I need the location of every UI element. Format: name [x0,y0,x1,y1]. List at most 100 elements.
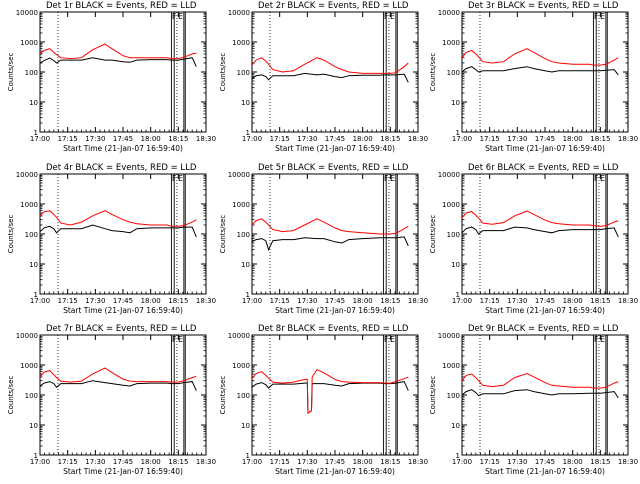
plot-frame [39,173,207,295]
marker-label-f: F [594,12,599,21]
y-axis-label: Counts/sec [429,376,437,415]
y-tick-label: 1000 [232,39,250,47]
x-tick-label: 18:30 [408,135,428,143]
x-axis-label: Start Time (21-Jan-07 16:59:40) [275,144,395,153]
y-tick-label: 10 [29,99,38,107]
y-axis: 1 10 100 1000 10000 [228,332,418,460]
y-tick-label: 10000 [438,171,460,179]
marker-label-e: E [600,335,605,344]
marker-label-f: F [594,335,599,344]
x-tick-label: 17:15 [480,297,500,305]
lld-series-line [251,368,409,415]
y-tick-label: 10 [451,422,460,430]
events-series-line [39,380,197,391]
panel-title: Det 6r BLACK = Events, RED = LLD [468,163,619,173]
events-series-line [251,72,409,83]
x-tick-label: 18:00 [563,297,583,305]
y-tick-label: 1 [246,129,250,137]
x-tick-label: 17:45 [535,458,555,466]
y-tick-label: 100 [447,69,460,77]
y-axis-label: Counts/sec [7,53,15,92]
y-axis-label: Counts/sec [7,215,15,254]
x-axis: 17:00 17:15 17:30 17:45 18:00 18:15 18:30 [30,335,216,466]
y-tick-label: 10000 [16,332,38,340]
marker-label-e: E [390,12,395,21]
x-tick-label: 17:30 [85,135,105,143]
x-tick-label: 17:15 [480,135,500,143]
detector-panel-4: Det 4r BLACK = Events, RED = LLD 1 10 100 10… [7,163,216,315]
detector-panel-8: Det 8r BLACK = Events, RED = LLD 1 10 100 10… [219,324,428,476]
x-tick-label: 18:30 [408,458,428,466]
x-tick-label: 18:30 [618,297,638,305]
detector-panel-6: Det 6r BLACK = Events, RED = LLD 1 10 100 10… [429,163,638,315]
x-tick-label: 17:30 [85,297,105,305]
x-tick-label: 17:00 [452,458,472,466]
x-axis-label: Start Time (21-Jan-07 16:59:40) [63,306,183,315]
y-tick-label: 1000 [20,201,38,209]
lld-series-line [461,210,619,227]
x-tick-label: 18:30 [408,297,428,305]
lld-series-line [39,367,197,383]
y-tick-label: 10 [29,422,38,430]
x-tick-label: 17:30 [297,297,317,305]
plot-frame [39,334,207,456]
lld-series-line [461,372,619,389]
lld-series-line [251,218,409,235]
x-axis: 17:00 17:15 17:30 17:45 18:00 18:15 18:30 [242,174,428,305]
y-tick-label: 1000 [20,39,38,47]
y-tick-label: 1000 [20,362,38,370]
events-series-line [251,381,409,415]
x-tick-label: 17:45 [535,135,555,143]
marker-label-e: E [178,335,183,344]
x-tick-label: 17:30 [297,458,317,466]
x-tick-label: 17:00 [30,297,50,305]
x-tick-label: 18:15 [590,297,610,305]
y-tick-label: 1000 [442,362,460,370]
x-tick-label: 17:45 [535,297,555,305]
detector-panel-9: Det 9r BLACK = Events, RED = LLD 1 10 100 10… [429,324,638,476]
x-tick-label: 17:00 [242,135,262,143]
events-series-line [461,226,619,238]
x-axis: 17:00 17:15 17:30 17:45 18:00 18:15 18:30 [242,335,428,466]
events-series-line [39,224,197,238]
plot-frame [461,334,629,456]
y-tick-label: 1000 [442,39,460,47]
y-axis-label: Counts/sec [219,376,227,415]
y-tick-label: 10 [29,261,38,269]
x-tick-label: 18:30 [196,458,216,466]
x-axis-label: Start Time (21-Jan-07 16:59:40) [485,306,605,315]
x-tick-label: 18:15 [590,458,610,466]
x-tick-label: 18:30 [618,135,638,143]
x-tick-label: 18:00 [141,297,161,305]
detector-panel-3: Det 3r BLACK = Events, RED = LLD 1 10 100 10… [429,1,638,153]
x-tick-label: 17:45 [113,135,133,143]
marker-label-e: E [178,174,183,183]
x-tick-label: 17:15 [480,458,500,466]
x-tick-label: 17:30 [85,458,105,466]
x-tick-label: 18:30 [196,135,216,143]
y-tick-label: 1000 [232,201,250,209]
events-series-line [461,66,619,76]
x-tick-label: 17:00 [452,297,472,305]
y-tick-label: 1 [456,129,460,137]
y-tick-label: 1000 [442,201,460,209]
y-axis-label: Counts/sec [429,215,437,254]
y-tick-label: 100 [25,392,38,400]
x-tick-label: 18:00 [563,135,583,143]
x-axis-label: Start Time (21-Jan-07 16:59:40) [485,467,605,476]
x-tick-label: 17:45 [113,297,133,305]
y-tick-label: 10 [451,261,460,269]
panel-title: Det 9r BLACK = Events, RED = LLD [468,324,619,334]
x-tick-label: 17:45 [113,458,133,466]
x-tick-label: 17:00 [452,135,472,143]
y-tick-label: 1 [34,291,38,299]
plot-frame [251,334,419,456]
x-tick-label: 17:45 [325,458,345,466]
marker-label-f: F [172,335,177,344]
y-tick-label: 100 [25,69,38,77]
x-tick-label: 17:45 [325,297,345,305]
y-tick-label: 1 [456,291,460,299]
y-tick-label: 100 [237,69,250,77]
